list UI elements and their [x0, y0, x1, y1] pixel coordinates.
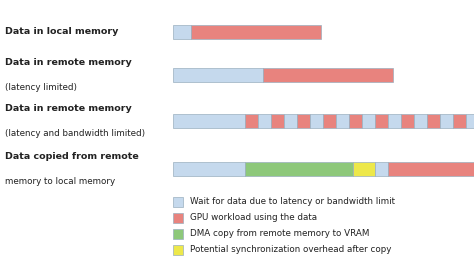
Text: DMA copy from remote memory to VRAM: DMA copy from remote memory to VRAM: [190, 230, 369, 238]
Text: Data in local memory: Data in local memory: [5, 28, 118, 37]
Text: (latency and bandwidth limited): (latency and bandwidth limited): [5, 129, 145, 138]
Bar: [173, 245, 183, 255]
Bar: [401, 114, 414, 128]
Bar: [388, 114, 401, 128]
Bar: [388, 162, 474, 176]
Bar: [173, 114, 245, 128]
Bar: [466, 114, 474, 128]
Bar: [173, 162, 245, 176]
Bar: [191, 25, 321, 39]
Bar: [173, 25, 191, 39]
Bar: [336, 114, 349, 128]
Bar: [173, 229, 183, 239]
Bar: [258, 114, 271, 128]
Text: GPU workload using the data: GPU workload using the data: [190, 214, 317, 222]
Text: Wait for data due to latency or bandwidth limit: Wait for data due to latency or bandwidt…: [190, 198, 395, 206]
Bar: [362, 114, 375, 128]
Bar: [440, 114, 453, 128]
Bar: [173, 197, 183, 207]
Bar: [427, 114, 440, 128]
Text: Data copied from remote: Data copied from remote: [5, 152, 139, 161]
Bar: [310, 114, 323, 128]
Bar: [375, 114, 388, 128]
Text: (latency limited): (latency limited): [5, 83, 77, 92]
Text: memory to local memory: memory to local memory: [5, 177, 115, 186]
Bar: [245, 162, 353, 176]
Bar: [414, 114, 427, 128]
Text: Potential synchronization overhead after copy: Potential synchronization overhead after…: [190, 245, 392, 254]
Bar: [375, 162, 388, 176]
Bar: [353, 162, 375, 176]
Text: Data in remote memory: Data in remote memory: [5, 104, 132, 113]
Bar: [453, 114, 466, 128]
Bar: [284, 114, 297, 128]
Bar: [297, 114, 310, 128]
Bar: [173, 68, 263, 82]
Bar: [323, 114, 336, 128]
Bar: [173, 213, 183, 223]
Bar: [263, 68, 393, 82]
Bar: [349, 114, 362, 128]
Bar: [271, 114, 284, 128]
Text: Data in remote memory: Data in remote memory: [5, 58, 132, 67]
Bar: [245, 114, 258, 128]
